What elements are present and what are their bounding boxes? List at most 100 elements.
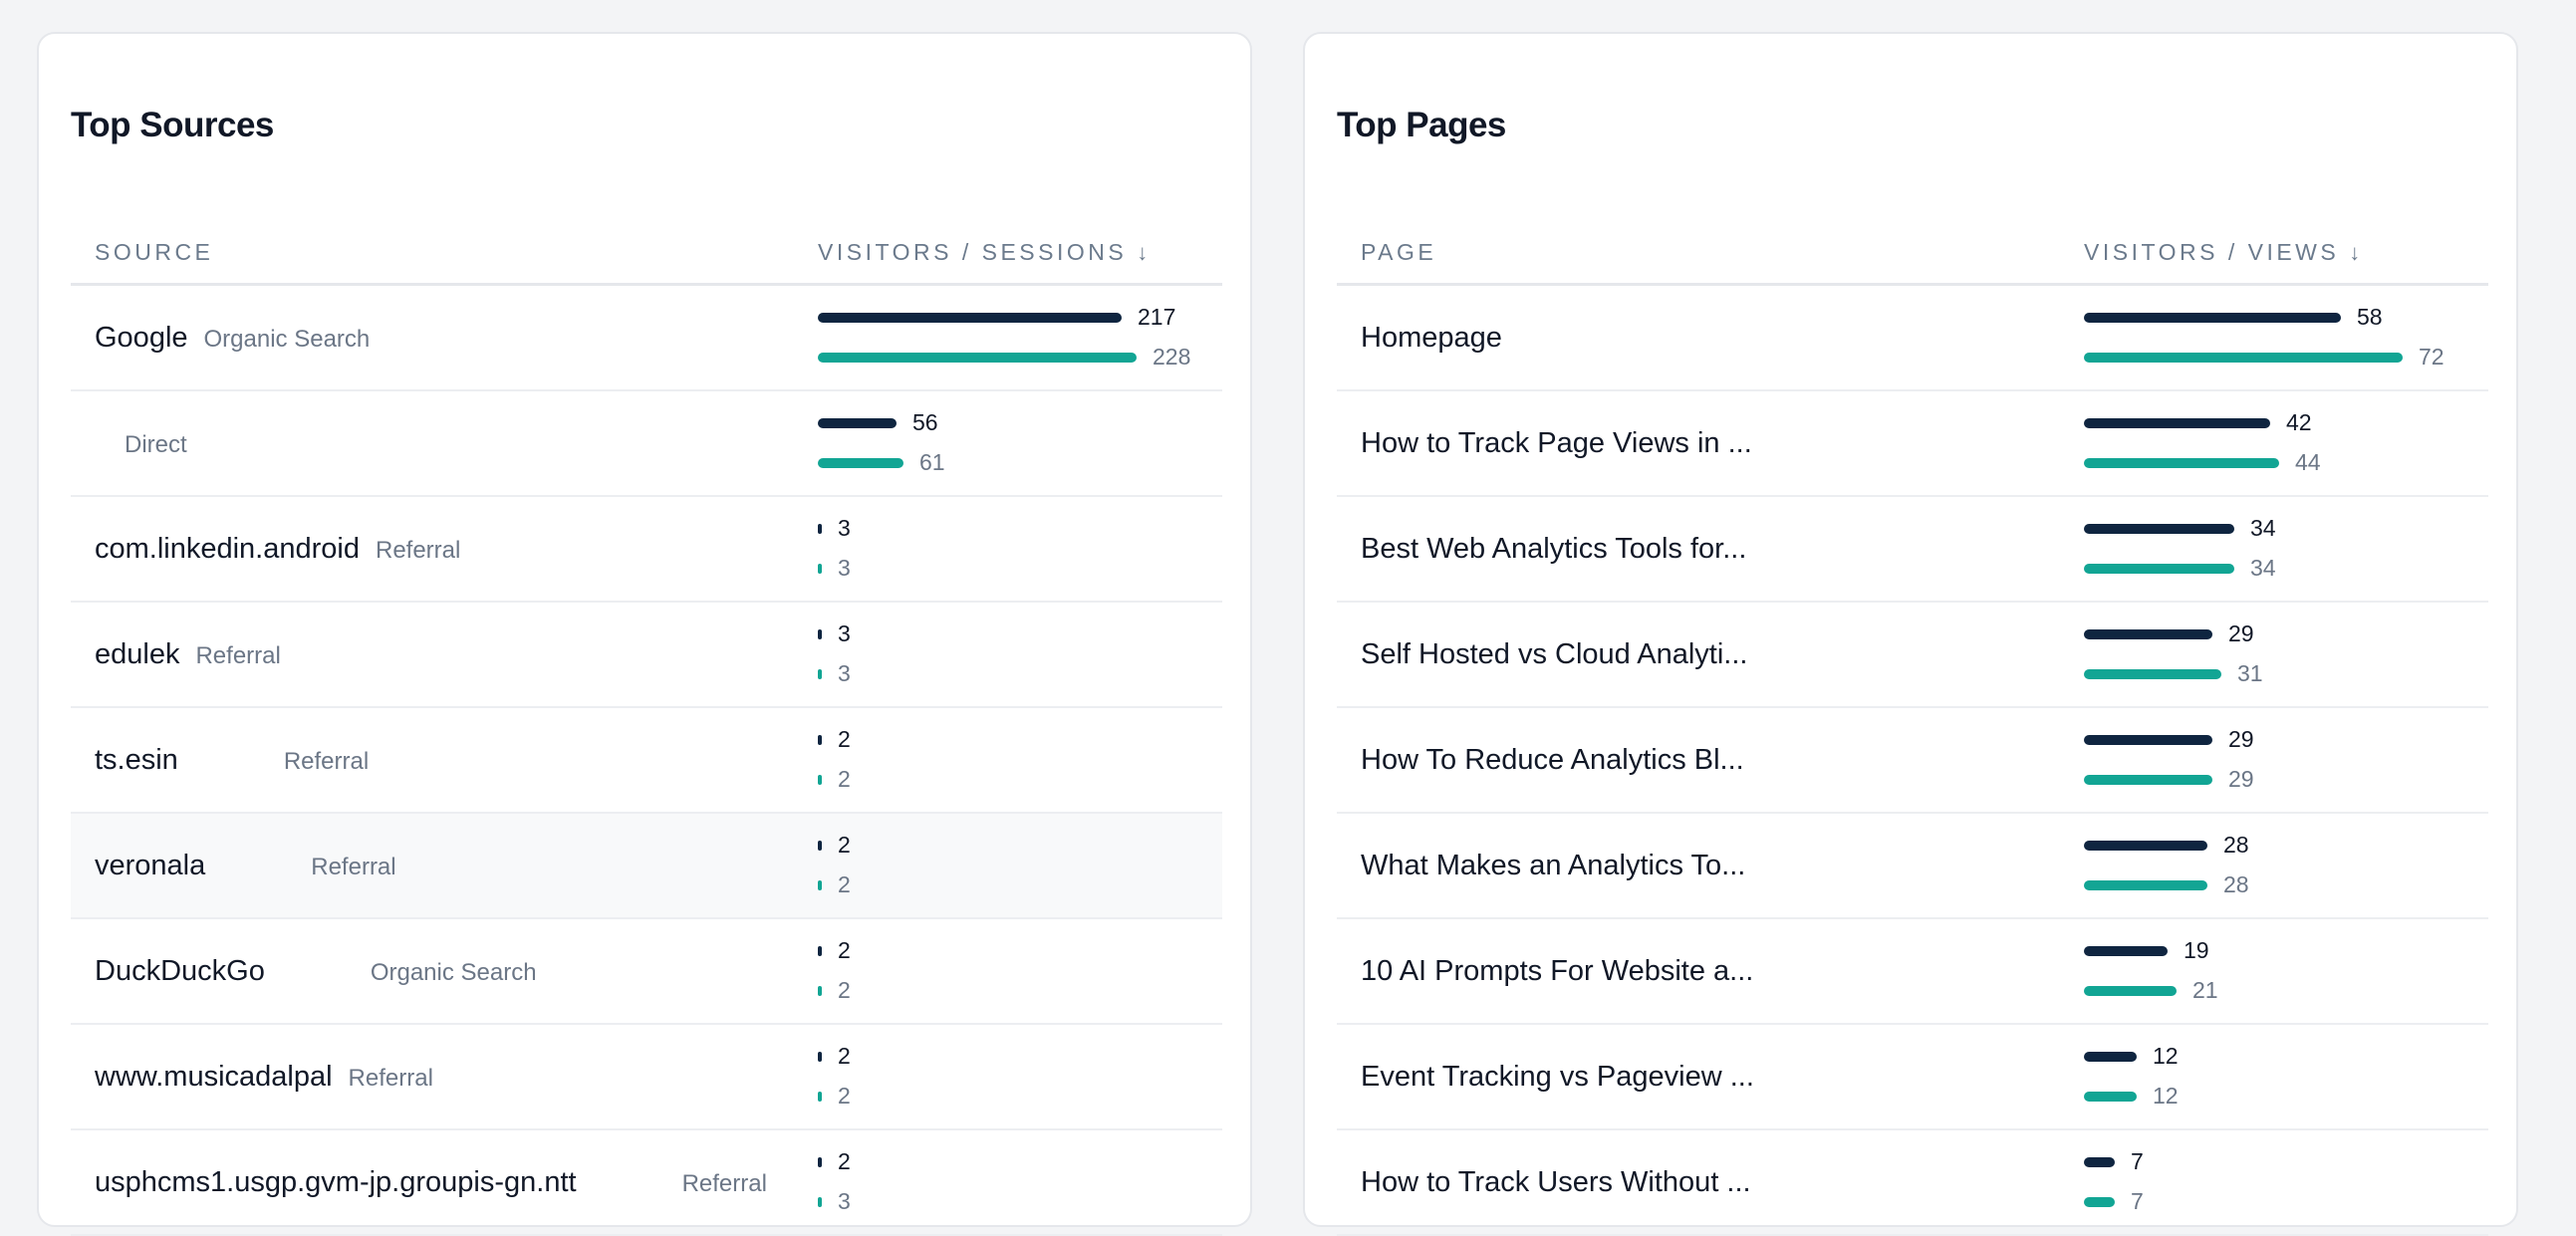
source-label[interactable]: edulek Referral — [95, 638, 281, 671]
source-type: Direct — [125, 431, 187, 458]
source-type: Organic Search — [370, 959, 537, 986]
source-name: DuckDuckGo — [95, 955, 265, 987]
visitors-count: 3 — [838, 515, 851, 541]
table-row[interactable]: veronala Referral 2 2 — [71, 814, 1222, 919]
metric-bars: 58 72 — [2084, 286, 2482, 389]
source-column-header[interactable]: SOURCE — [95, 239, 214, 265]
sessions-count: 61 — [919, 449, 945, 475]
page-label[interactable]: How to Track Page Views in ... — [1361, 427, 1752, 460]
top-pages-table: PAGE VISITORS / VIEWS ↓ Homepage 58 72 How t… — [1337, 203, 2488, 1236]
page-label[interactable]: Self Hosted vs Cloud Analyti... — [1361, 638, 1747, 671]
views-bar — [2084, 1092, 2137, 1102]
page-name: How To Reduce Analytics Bl... — [1361, 744, 1744, 776]
source-label[interactable]: DuckDuckGo Organic Search — [95, 955, 537, 988]
source-label[interactable]: usphcms1.usgp.gvm-jp.groupis-gn.ntt Refer… — [95, 1166, 767, 1199]
views-bar — [2084, 564, 2234, 574]
table-row[interactable]: What Makes an Analytics To... 28 28 — [1337, 814, 2488, 919]
page-name: What Makes an Analytics To... — [1361, 850, 1746, 881]
table-row[interactable]: 10 AI Prompts For Website a... 19 21 — [1337, 919, 2488, 1025]
visitors-count: 2 — [838, 1148, 851, 1174]
page-name: Self Hosted vs Cloud Analyti... — [1361, 638, 1748, 670]
table-row[interactable]: How to Track Users Without ... 7 7 — [1337, 1130, 2488, 1236]
visitors-count: 56 — [912, 409, 938, 435]
visitors-count: 42 — [2286, 409, 2312, 435]
table-row[interactable]: How To Reduce Analytics Bl... 29 29 — [1337, 708, 2488, 814]
table-row[interactable]: edulek Referral 3 3 — [71, 603, 1222, 708]
visitors-views-column-header[interactable]: VISITORS / VIEWS ↓ — [2084, 239, 2360, 266]
source-type: Referral — [195, 642, 281, 669]
table-row[interactable]: usphcms1.usgp.gvm-jp.groupis-gn.ntt Refer… — [71, 1130, 1222, 1236]
visitors-bar — [818, 629, 822, 639]
pages-rows: Homepage 58 72 How to Track Page Views in .… — [1337, 286, 2488, 1236]
views-count: 28 — [2223, 871, 2249, 897]
table-row[interactable]: com.linkedin.android Referral 3 3 — [71, 497, 1222, 603]
visitors-count: 28 — [2223, 832, 2249, 858]
source-label[interactable]: Direct — [95, 427, 187, 460]
page-label[interactable]: What Makes an Analytics To... — [1361, 850, 1745, 882]
source-label[interactable]: www.musicadalpal Referral — [95, 1061, 433, 1094]
views-bar — [2084, 775, 2212, 785]
table-row[interactable]: Homepage 58 72 — [1337, 286, 2488, 391]
source-label[interactable]: ts.esin Referral — [95, 744, 369, 777]
page-name: Event Tracking vs Pageview ... — [1361, 1061, 1754, 1093]
sessions-bar — [818, 1092, 822, 1102]
page-name: Best Web Analytics Tools for... — [1361, 533, 1747, 565]
source-type: Referral — [681, 1170, 767, 1197]
sessions-bar — [818, 353, 1137, 363]
views-bar — [2084, 458, 2279, 468]
source-type: Referral — [283, 748, 370, 775]
table-row[interactable]: ts.esin Referral 2 2 — [71, 708, 1222, 814]
metric-bars: 29 31 — [2084, 603, 2482, 706]
visitors-count: 7 — [2131, 1148, 2144, 1174]
page-name: How to Track Page Views in ... — [1361, 427, 1752, 459]
sessions-bar — [818, 669, 822, 679]
metric-bars: 217 228 — [818, 286, 1216, 389]
views-bar — [2084, 1197, 2115, 1207]
table-row[interactable]: Google Organic Search 217 228 — [71, 286, 1222, 391]
page-label[interactable]: Homepage — [1361, 322, 1502, 355]
visitors-count: 29 — [2228, 726, 2254, 752]
visitors-bar — [818, 313, 1122, 323]
source-label[interactable]: veronala Referral — [95, 850, 396, 882]
page-name: Homepage — [1361, 322, 1502, 354]
page-label[interactable]: Best Web Analytics Tools for... — [1361, 533, 1746, 566]
visitors-sessions-column-header[interactable]: VISITORS / SESSIONS ↓ — [818, 239, 1148, 266]
table-header: SOURCE VISITORS / SESSIONS ↓ — [71, 203, 1222, 286]
visitors-count: 217 — [1138, 304, 1176, 330]
page-column-header[interactable]: PAGE — [1361, 239, 1437, 265]
source-name: ts.esin — [95, 744, 178, 776]
views-bar — [2084, 880, 2207, 890]
page-name: How to Track Users Without ... — [1361, 1166, 1751, 1198]
table-row[interactable]: Self Hosted vs Cloud Analyti... 29 31 — [1337, 603, 2488, 708]
metric-bars: 42 44 — [2084, 391, 2482, 495]
top-sources-panel: Top Sources SOURCE VISITORS / SESSIONS ↓ … — [37, 32, 1252, 1236]
sessions-count: 2 — [838, 871, 851, 897]
table-row[interactable]: How to Track Page Views in ... 42 44 — [1337, 391, 2488, 497]
page-label[interactable]: How To Reduce Analytics Bl... — [1361, 744, 1744, 777]
source-type: Referral — [375, 537, 461, 564]
sessions-count: 3 — [838, 555, 851, 581]
visitors-count: 34 — [2250, 515, 2276, 541]
source-label[interactable]: com.linkedin.android Referral — [95, 533, 460, 566]
table-row[interactable]: Event Tracking vs Pageview ... 12 12 — [1337, 1025, 2488, 1130]
table-row[interactable]: DuckDuckGo Organic Search 2 2 — [71, 919, 1222, 1025]
visitors-bar — [2084, 629, 2212, 639]
table-row[interactable]: Direct 56 61 — [71, 391, 1222, 497]
table-row[interactable]: www.musicadalpal Referral 2 2 — [71, 1025, 1222, 1130]
visitors-sessions-header-label: VISITORS / SESSIONS — [818, 239, 1128, 265]
visitors-bar — [2084, 735, 2212, 745]
source-type: Organic Search — [203, 326, 371, 353]
sessions-bar — [818, 775, 822, 785]
source-label[interactable]: Google Organic Search — [95, 322, 370, 355]
page-label[interactable]: Event Tracking vs Pageview ... — [1361, 1061, 1754, 1094]
visitors-count: 2 — [838, 726, 851, 752]
page-label[interactable]: 10 AI Prompts For Website a... — [1361, 955, 1753, 988]
page-label[interactable]: How to Track Users Without ... — [1361, 1166, 1751, 1199]
views-count: 21 — [2192, 977, 2218, 1003]
metric-bars: 56 61 — [818, 391, 1216, 495]
table-row[interactable]: Best Web Analytics Tools for... 34 34 — [1337, 497, 2488, 603]
visitors-count: 29 — [2228, 620, 2254, 646]
